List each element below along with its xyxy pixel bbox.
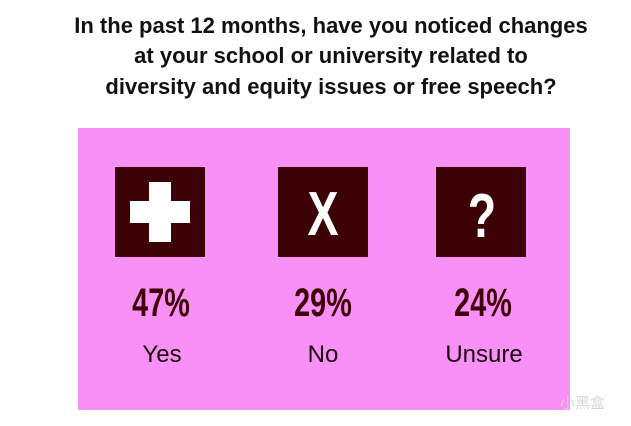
x-icon: X bbox=[307, 178, 338, 248]
icon-box bbox=[436, 167, 526, 257]
watermark: 小黑盒 bbox=[560, 395, 605, 412]
title-line: at your school or university related to bbox=[134, 43, 528, 68]
percentage: 47% bbox=[132, 280, 190, 325]
answer-label: Unsure bbox=[445, 341, 522, 368]
percentage: 29% bbox=[294, 280, 352, 325]
percentage: 24% bbox=[454, 280, 512, 325]
icon-box bbox=[278, 167, 368, 257]
plus-icon bbox=[149, 182, 171, 242]
answer-label: No bbox=[308, 341, 339, 368]
title-line: diversity and equity issues or free spee… bbox=[105, 74, 556, 99]
question-icon: ? bbox=[468, 180, 496, 250]
answer-label: Yes bbox=[142, 341, 181, 368]
title-line: In the past 12 months, have you noticed … bbox=[74, 13, 587, 38]
